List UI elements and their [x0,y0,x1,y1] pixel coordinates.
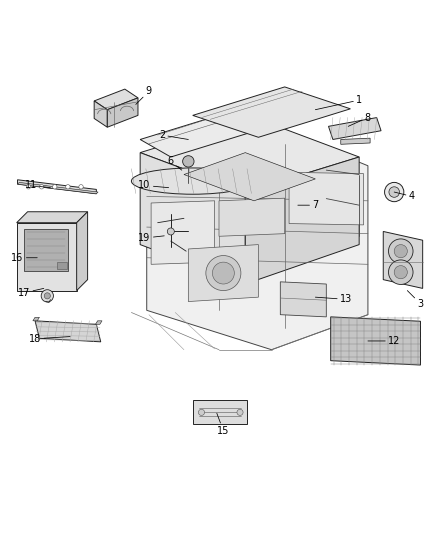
Text: 11: 11 [25,181,50,190]
Circle shape [394,265,407,279]
Polygon shape [188,245,258,302]
Polygon shape [245,157,359,284]
Circle shape [183,156,194,167]
Circle shape [389,187,399,197]
Text: 12: 12 [368,336,400,346]
Polygon shape [140,104,285,157]
Polygon shape [17,223,77,290]
Polygon shape [33,317,39,321]
Polygon shape [57,262,67,269]
Polygon shape [289,172,364,225]
Text: 15: 15 [217,413,230,436]
Polygon shape [18,182,98,194]
Text: 17: 17 [18,288,44,298]
Text: 3: 3 [407,290,424,309]
Circle shape [79,184,83,189]
Text: 13: 13 [315,294,352,304]
Circle shape [389,260,413,285]
Circle shape [26,184,31,189]
Text: 6: 6 [168,156,182,170]
Polygon shape [94,101,107,127]
Polygon shape [184,152,315,201]
Polygon shape [140,152,245,284]
Circle shape [206,255,241,290]
Circle shape [212,262,234,284]
Polygon shape [331,317,420,365]
Text: 7: 7 [298,200,318,210]
Circle shape [39,184,44,189]
Text: 2: 2 [159,130,188,140]
Circle shape [167,228,174,235]
Circle shape [237,409,243,415]
Polygon shape [24,229,68,271]
Circle shape [44,293,50,299]
Polygon shape [77,212,88,290]
Text: 4: 4 [394,191,415,201]
Text: 10: 10 [138,181,169,190]
Polygon shape [193,400,247,424]
Circle shape [41,290,53,302]
Polygon shape [94,89,138,110]
Text: 16: 16 [11,253,37,263]
Circle shape [385,182,404,201]
Text: 9: 9 [136,86,152,104]
Polygon shape [35,321,101,342]
Polygon shape [151,201,215,264]
Text: 1: 1 [315,95,362,110]
Polygon shape [147,122,368,350]
Text: 19: 19 [138,233,164,243]
Polygon shape [107,98,138,127]
Polygon shape [193,87,350,138]
Polygon shape [341,138,370,144]
Circle shape [66,184,70,189]
Polygon shape [17,212,88,223]
Circle shape [389,239,413,263]
Polygon shape [280,282,326,317]
Polygon shape [18,180,96,194]
Circle shape [198,409,205,415]
Polygon shape [328,118,381,140]
Polygon shape [383,231,423,288]
Polygon shape [95,321,102,324]
Circle shape [394,245,407,258]
Text: 18: 18 [29,334,70,344]
Text: 8: 8 [348,112,371,126]
Circle shape [53,184,57,189]
Polygon shape [219,198,285,236]
Ellipse shape [131,168,254,194]
Polygon shape [140,118,359,192]
